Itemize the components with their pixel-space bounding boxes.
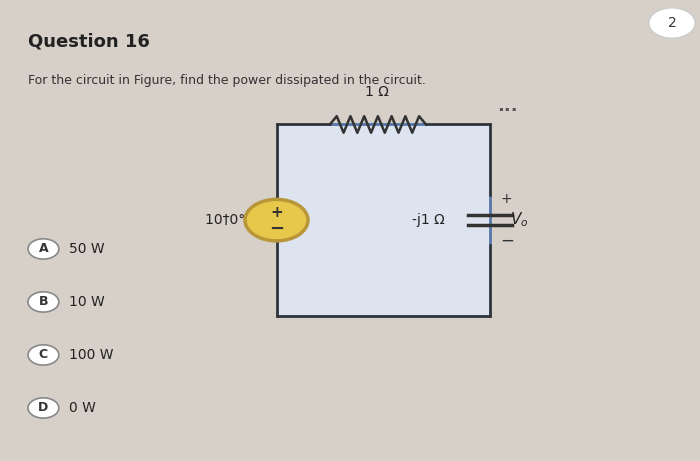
Text: +: + xyxy=(500,192,512,207)
Text: -j1 Ω: -j1 Ω xyxy=(412,213,444,227)
Text: For the circuit in Figure, find the power dissipated in the circuit.: For the circuit in Figure, find the powe… xyxy=(28,74,426,87)
Circle shape xyxy=(649,8,695,38)
Text: −: − xyxy=(269,220,284,238)
Text: −: − xyxy=(500,232,514,250)
Text: 0 W: 0 W xyxy=(69,401,95,415)
Circle shape xyxy=(28,292,59,312)
Text: $V_o$: $V_o$ xyxy=(510,211,528,230)
Text: ...: ... xyxy=(497,97,518,115)
Circle shape xyxy=(28,345,59,365)
Text: 2: 2 xyxy=(668,16,676,30)
Text: D: D xyxy=(38,402,48,414)
Text: +: + xyxy=(270,205,283,220)
Text: Question 16: Question 16 xyxy=(28,32,150,50)
Circle shape xyxy=(28,239,59,259)
Text: 10†0° V: 10†0° V xyxy=(205,213,259,227)
Circle shape xyxy=(28,398,59,418)
Bar xyxy=(276,124,490,316)
Text: 10 W: 10 W xyxy=(69,295,104,309)
Text: 100 W: 100 W xyxy=(69,348,113,362)
Circle shape xyxy=(245,200,308,241)
Text: C: C xyxy=(38,349,48,361)
Text: 1 Ω: 1 Ω xyxy=(365,85,388,99)
Text: 50 W: 50 W xyxy=(69,242,104,256)
Text: A: A xyxy=(38,242,48,255)
Text: B: B xyxy=(38,296,48,308)
